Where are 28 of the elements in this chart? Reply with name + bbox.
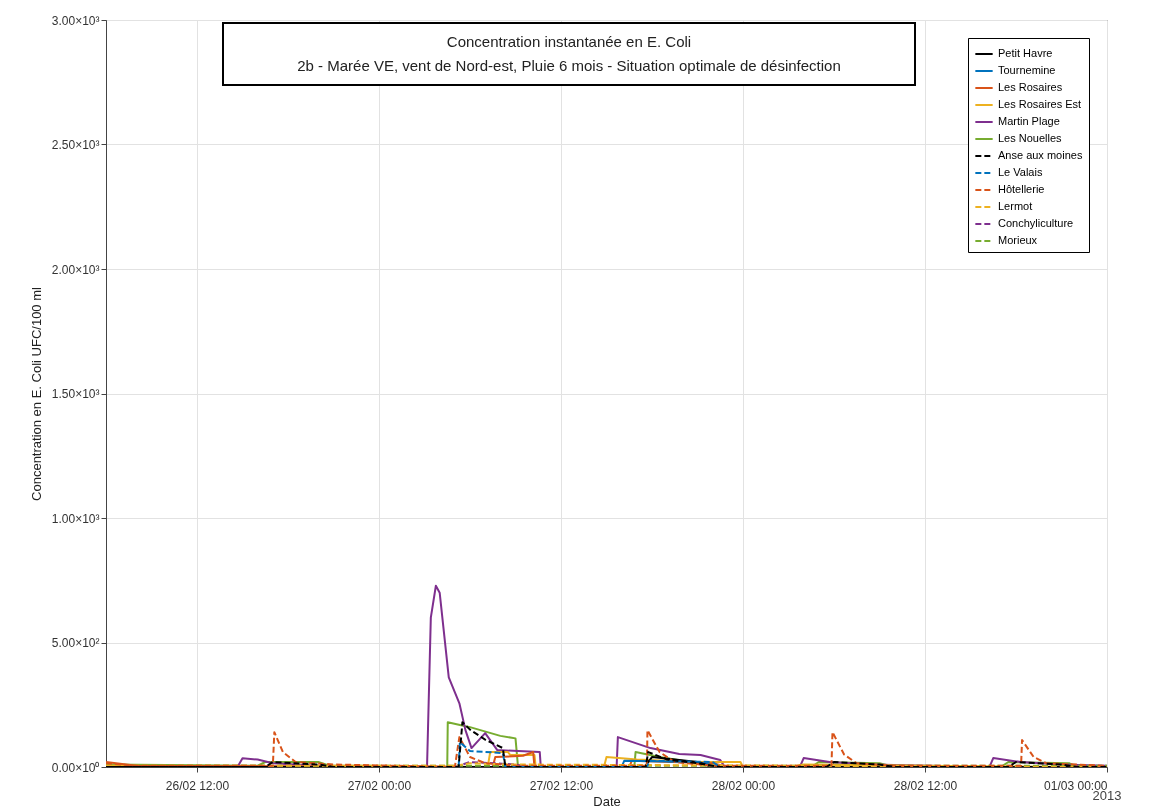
y-tick-label: 1.00×10³ [51, 511, 100, 526]
legend-label: Tournemine [998, 64, 1056, 76]
legend-label: Lermot [998, 200, 1033, 212]
y-tick-label: 2.00×10³ [51, 262, 100, 277]
legend-label: Les Rosaires [998, 81, 1063, 93]
x-tick-label: 27/02 00:00 [347, 778, 412, 793]
y-tick-label: 0.00×10⁰ [51, 760, 100, 775]
title-box: Concentration instantanée en E. Coli 2b - Marée VE, vent de Nord-est, Pluie 6 mois - Situation optimale de désinfection [222, 22, 916, 86]
legend-label: Hôtellerie [998, 183, 1045, 195]
x-tick-label: 27/02 12:00 [529, 778, 594, 793]
x-tick-label: 28/02 12:00 [893, 778, 958, 793]
legend-label: Petit Havre [998, 47, 1053, 59]
text: 2013 [1092, 788, 1122, 803]
y-tick-label: 1.50×10³ [51, 387, 100, 401]
x-tick-label: 26/02 12:00 [165, 778, 230, 793]
y-tick-label: 5.00×10² [51, 636, 100, 650]
legend-label: Anse aux moines [998, 149, 1083, 161]
x-tick-label: 28/02 00:00 [711, 778, 776, 793]
legend-label: Les Nouelles [998, 132, 1063, 144]
legend-label: Les Rosaires Est [998, 98, 1082, 110]
legend-label: Martin Plage [998, 115, 1060, 127]
legend-label: Le Valais [998, 166, 1043, 178]
y-tick-label: 3.00×10³ [51, 13, 100, 28]
x-axis-title: Date [593, 793, 621, 809]
y-axis-title: Concentration en E. Coli UFC/100 ml [28, 286, 44, 501]
legend-label: Morieux [998, 234, 1038, 246]
y-tick-label: 2.50×10³ [51, 138, 100, 152]
legend-label: Conchyliculture [998, 217, 1074, 229]
